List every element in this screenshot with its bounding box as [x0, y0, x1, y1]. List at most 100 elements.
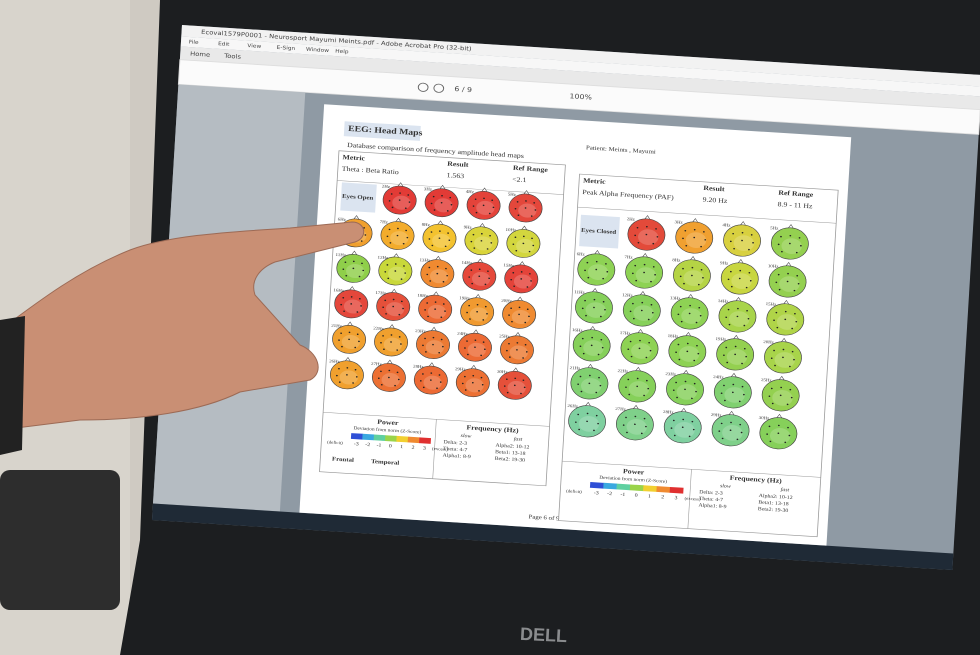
electrode — [464, 375, 466, 378]
electrode — [436, 272, 439, 275]
legend-excess: (excess) — [684, 496, 701, 502]
electrode — [488, 277, 491, 280]
frequency-title: Frequency (Hz) — [729, 474, 782, 485]
menu-item[interactable]: Window — [306, 47, 330, 54]
electrode — [387, 277, 390, 280]
electrode — [704, 239, 707, 241]
head-shade — [578, 416, 600, 432]
menu-item[interactable]: Help — [335, 49, 349, 55]
electrode — [604, 308, 606, 311]
electrode — [394, 263, 397, 265]
electrode — [590, 344, 593, 347]
electrode — [480, 376, 483, 379]
tab[interactable]: Home — [190, 51, 211, 59]
electrode — [597, 353, 600, 356]
electrode — [514, 377, 517, 380]
electrode — [729, 240, 732, 243]
legend-tick: 1 — [400, 444, 404, 450]
table-cell: <2.1 — [512, 176, 527, 184]
head-label: 12Hz — [622, 292, 633, 297]
electrode — [430, 202, 433, 205]
menu-item[interactable]: View — [247, 43, 262, 49]
electrode — [396, 371, 399, 374]
electrode — [582, 352, 585, 355]
electrode — [360, 305, 362, 307]
electrode — [777, 243, 780, 246]
electrode — [510, 307, 513, 309]
electrode — [358, 340, 360, 343]
next-page[interactable] — [433, 83, 445, 93]
electrode — [685, 244, 688, 247]
electrode — [512, 243, 515, 245]
electrode — [472, 374, 475, 377]
electrode — [672, 389, 675, 391]
electrode — [632, 317, 635, 320]
electrode — [528, 250, 531, 253]
electrode — [775, 281, 778, 284]
head-label: 22Hz — [617, 368, 628, 373]
electrode — [749, 280, 752, 282]
electrode — [384, 299, 387, 302]
electrode — [781, 250, 783, 253]
page-box[interactable]: 6 / 9 — [454, 85, 472, 94]
electrode — [641, 301, 644, 304]
electrode — [472, 233, 475, 236]
electrode — [438, 237, 441, 239]
frequency-band: Theta: 4-7 — [443, 446, 468, 453]
region-label: Frontal — [332, 456, 355, 464]
frequency-band: Delta: 2-3 — [443, 440, 467, 447]
head-shade — [772, 390, 793, 406]
electrode — [784, 310, 787, 313]
electrode — [444, 310, 446, 312]
menu-item[interactable]: Edit — [218, 42, 230, 48]
frequency-fast: fast — [514, 436, 523, 443]
tab[interactable]: Tools — [223, 53, 241, 60]
electrode — [645, 379, 648, 382]
electrode — [529, 273, 531, 275]
electrode — [654, 274, 657, 276]
electrode — [491, 199, 494, 201]
head-shade — [585, 302, 607, 318]
electrode — [577, 413, 580, 416]
table-cell: 8.9 - 11 Hz — [777, 201, 813, 211]
electrode — [470, 269, 473, 271]
electrode — [398, 313, 401, 316]
electrode — [673, 434, 676, 437]
head-label: 21Hz — [331, 323, 342, 328]
electrode — [643, 417, 646, 420]
electrode — [699, 314, 702, 317]
electrode — [518, 313, 520, 316]
electrode — [595, 260, 598, 263]
electrode — [382, 306, 385, 309]
menu-item[interactable]: E-Sign — [276, 45, 295, 52]
electrode — [530, 280, 533, 282]
menu-item[interactable]: File — [189, 40, 200, 46]
electrode — [798, 237, 801, 239]
legend-swatch — [419, 437, 432, 444]
table-header: Metric — [583, 177, 607, 186]
electrode — [692, 428, 695, 431]
electrode — [648, 341, 651, 344]
zoom[interactable]: 100% — [569, 92, 592, 102]
electrode — [427, 315, 429, 318]
electrode — [688, 435, 691, 438]
head-shade — [465, 378, 484, 393]
electrode — [625, 416, 627, 419]
electrode — [342, 268, 345, 270]
electrode — [636, 226, 639, 229]
table-header: Metric — [342, 154, 366, 163]
electrode — [505, 378, 508, 380]
electrode — [448, 239, 451, 241]
electrode — [725, 316, 728, 319]
legend-tick: 3 — [423, 446, 427, 452]
condition-box — [579, 214, 620, 249]
electrode — [677, 343, 680, 346]
electrode — [484, 283, 487, 286]
head-shade — [341, 334, 361, 349]
head-label: 11Hz — [574, 289, 585, 294]
frequency-title: Frequency (Hz) — [466, 424, 519, 435]
head-label: 19Hz — [459, 296, 470, 301]
prev-page[interactable] — [417, 82, 429, 92]
electrode — [632, 302, 634, 305]
electrode — [734, 345, 737, 348]
